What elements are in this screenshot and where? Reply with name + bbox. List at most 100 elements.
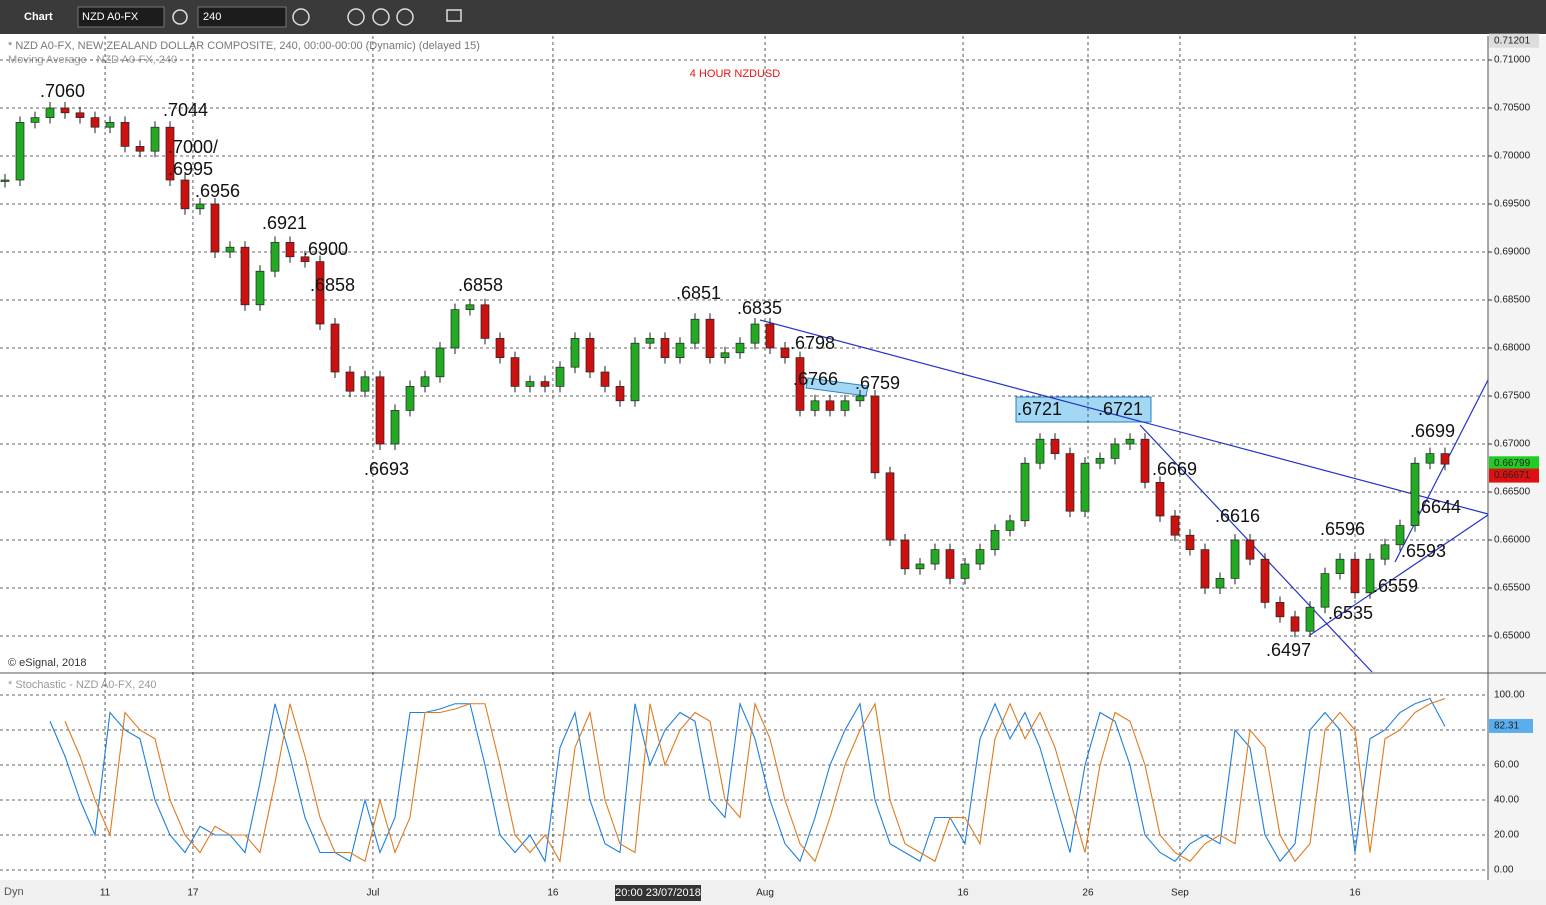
y-tick-label: 0.70500 <box>1494 103 1531 114</box>
annotation: .6851 <box>676 283 721 303</box>
annotation: .6995 <box>168 159 213 179</box>
x-tick-label: 16 <box>1349 888 1361 899</box>
cursor-label: 20:00 23/07/2018 <box>615 887 701 899</box>
candle <box>900 539 910 570</box>
candle <box>45 107 55 118</box>
stochastic-line <box>64 697 1446 863</box>
y-tick-label: 0.68000 <box>1494 343 1531 354</box>
annotation: .6721 <box>1017 399 1062 419</box>
price-label-box <box>1489 456 1539 471</box>
y-tick-label: 20.00 <box>1494 830 1519 841</box>
candle <box>1380 544 1390 560</box>
candle <box>1065 453 1075 512</box>
price-label: 0.66671 <box>1494 470 1531 481</box>
annotation: .6759 <box>855 373 900 393</box>
candle <box>675 342 685 358</box>
candle <box>1110 443 1120 459</box>
price-label: 0.66799 <box>1494 458 1531 469</box>
interval-box[interactable] <box>197 6 287 28</box>
candle <box>270 242 280 272</box>
candle <box>300 256 310 262</box>
candle <box>750 323 760 344</box>
candle <box>930 549 940 565</box>
candle <box>585 338 595 373</box>
candle <box>915 563 925 570</box>
trendlines <box>759 319 1489 673</box>
candle <box>705 318 715 358</box>
annotation: .6669 <box>1152 459 1197 479</box>
candle <box>1275 602 1285 618</box>
candle <box>75 112 85 118</box>
candle <box>420 376 430 387</box>
candle <box>840 400 850 411</box>
candle <box>1140 438 1150 483</box>
y-tick-label: 0.67500 <box>1494 391 1531 402</box>
annotation: .6535 <box>1328 603 1373 623</box>
y-tick-label: 0.66500 <box>1494 487 1531 498</box>
y-tick-label: 40.00 <box>1494 795 1519 806</box>
annotation: .6858 <box>458 275 503 295</box>
candle <box>15 122 25 181</box>
symbol[interactable]: NZD A0-FX <box>82 11 139 23</box>
cursor-box <box>615 885 701 901</box>
candle <box>780 347 790 358</box>
interval[interactable]: 240 <box>203 11 221 23</box>
candle <box>360 376 370 392</box>
candle <box>1080 462 1090 512</box>
y-tick-label: 0.66000 <box>1494 535 1531 546</box>
candle <box>1410 462 1420 526</box>
candle <box>375 376 385 445</box>
annotation: .6721 <box>1098 399 1143 419</box>
candle <box>1425 453 1435 464</box>
annotation: .6835 <box>737 298 782 318</box>
candle <box>1245 539 1255 560</box>
candle <box>570 338 580 368</box>
annotation: .6616 <box>1215 506 1260 526</box>
y-tick-label: 0.65000 <box>1494 631 1531 642</box>
app-label: Chart <box>24 11 53 23</box>
annotation: .6596 <box>1320 519 1365 539</box>
candle <box>450 309 460 349</box>
candle <box>480 304 490 339</box>
y-tick-label: 100.00 <box>1494 690 1525 701</box>
annotation: .6900 <box>303 239 348 259</box>
x-tick-label: 16 <box>547 888 559 899</box>
candle <box>1005 520 1015 531</box>
candle <box>60 107 70 114</box>
price-label: 0.71201 <box>1494 35 1531 46</box>
candle <box>165 126 175 181</box>
symbol-box[interactable] <box>77 6 165 28</box>
candle <box>870 395 880 474</box>
candle <box>795 357 805 411</box>
zone-box <box>1015 396 1152 423</box>
candle <box>1095 458 1105 464</box>
candle <box>120 122 130 147</box>
candle <box>660 338 670 358</box>
annotation: .6497 <box>1266 640 1311 660</box>
candle <box>1215 578 1225 589</box>
y-tick-label: 0.65500 <box>1494 583 1531 594</box>
candle <box>135 146 145 152</box>
annotation: .6956 <box>195 181 240 201</box>
annotation: .6593 <box>1401 541 1446 561</box>
time-axis <box>0 880 1546 905</box>
annotation: .6699 <box>1410 421 1455 441</box>
candle <box>435 347 445 378</box>
subtitle: * NZD A0-FX, NEW ZEALAND DOLLAR COMPOSIT… <box>8 40 480 52</box>
toolbar-icons[interactable] <box>172 8 462 26</box>
candle <box>180 179 190 210</box>
candle <box>645 338 655 344</box>
price-label-box <box>1489 33 1539 48</box>
candle <box>0 179 10 182</box>
annotation: .6798 <box>790 333 835 353</box>
candle <box>525 381 535 387</box>
candle <box>405 386 415 411</box>
y-tick-label: 0.67000 <box>1494 439 1531 450</box>
candle <box>885 472 895 541</box>
candle <box>105 122 115 128</box>
candle <box>240 246 250 306</box>
candle <box>330 323 340 373</box>
candle <box>255 270 265 306</box>
annotation: .6921 <box>262 213 307 233</box>
